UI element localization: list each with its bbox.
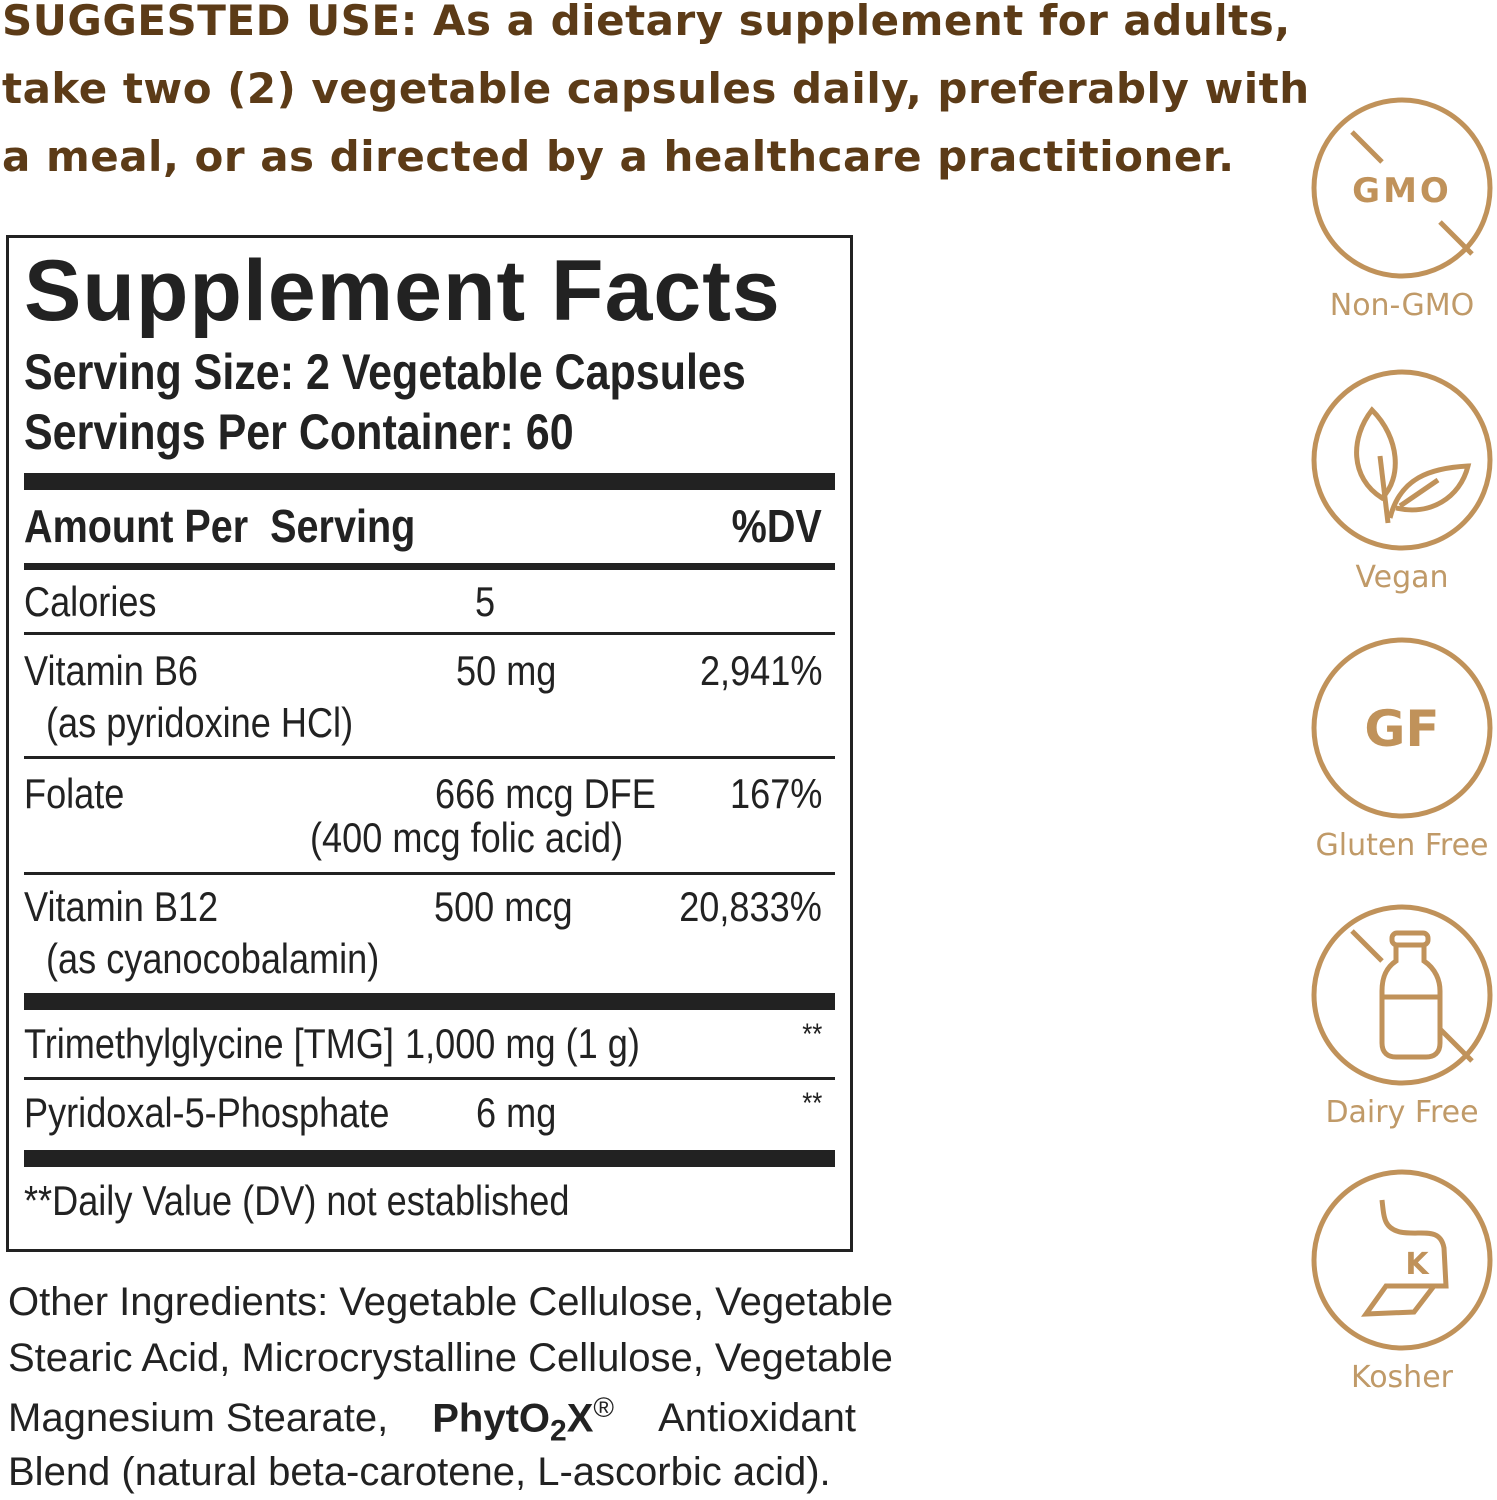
no-gmo-icon: GMO (1311, 97, 1493, 279)
nutrient-amount: 500 mcg (434, 883, 573, 930)
svg-text:GMO: GMO (1352, 171, 1452, 211)
facts-title: Supplement Facts (24, 243, 781, 339)
suggested-use-line: a meal, or as directed by a healthcare p… (2, 132, 1235, 181)
suggested-use-line: SUGGESTED USE: As a dietary supplement f… (2, 0, 1291, 45)
nutrient-dv: 2,941% (699, 647, 822, 694)
row-divider (24, 632, 835, 635)
other-ingredients-line: Blend (natural beta-carotene, L-ascorbic… (8, 1450, 831, 1494)
row-divider (24, 756, 835, 759)
nutrient-dv: ** (801, 1018, 822, 1051)
phytox-brand: PhytO2X® (432, 1392, 614, 1448)
svg-text:GF: GF (1364, 700, 1439, 758)
badge-vegan: Vegan (1309, 368, 1495, 595)
footnote: **Daily Value (DV) not established (24, 1177, 570, 1224)
servings-per-container: Servings Per Container: 60 (24, 404, 574, 460)
nutrient-name: Trimethylglycine [TMG] (24, 1020, 394, 1067)
badge-kosher: K Kosher (1309, 1168, 1495, 1395)
nutrient-amount: 50 mg (456, 647, 557, 694)
medium-divider (24, 563, 835, 570)
nutrient-name: Folate (24, 770, 125, 817)
badge-label: Non-GMO (1329, 288, 1475, 323)
nutrient-dv: ** (801, 1087, 822, 1120)
nutrient-amount-detail: (400 mcg folic acid) (310, 814, 624, 861)
svg-text:K: K (1405, 1247, 1430, 1282)
badge-label: Kosher (1351, 1360, 1453, 1395)
thick-divider (24, 473, 835, 490)
nutrient-dv: 167% (729, 770, 822, 817)
brand-subscript: 2 (550, 1414, 567, 1448)
no-milk-bottle-icon (1311, 904, 1493, 1086)
badge-non-gmo: GMO Non-GMO (1309, 96, 1495, 323)
badge-gluten-free: GF Gluten Free (1309, 636, 1495, 863)
other-ingredients-line: Other Ingredients: Vegetable Cellulose, … (8, 1280, 894, 1324)
registered-mark: ® (593, 1392, 615, 1423)
other-ingredients-line: Magnesium Stearate, PhytO2X® Antioxidant (8, 1392, 856, 1448)
nutrient-name: Vitamin B12 (24, 883, 219, 930)
ingredient-text: Magnesium Stearate, (8, 1396, 389, 1441)
supplement-facts-panel (6, 235, 853, 1252)
nutrient-source: (as cyanocobalamin) (46, 935, 380, 982)
nutrient-amount: 6 mg (476, 1089, 557, 1136)
nutrient-source: (as pyridoxine HCl) (46, 699, 354, 746)
badge-label: Gluten Free (1315, 828, 1489, 863)
brand-text: X (566, 1396, 594, 1441)
amount-per-serving-header: Amount Per Serving (24, 500, 416, 552)
nutrient-name: Pyridoxal-5-Phosphate (24, 1089, 390, 1136)
thick-divider (24, 993, 835, 1010)
leaf-icon (1311, 369, 1493, 551)
badge-label: Vegan (1355, 560, 1449, 595)
badge-label: Dairy Free (1325, 1095, 1479, 1130)
nutrient-name: Calories (24, 578, 157, 625)
serving-size: Serving Size: 2 Vegetable Capsules (24, 344, 746, 400)
nutrient-name: Vitamin B6 (24, 647, 199, 694)
gluten-free-icon: GF (1311, 637, 1493, 819)
row-divider (24, 872, 835, 875)
nutrient-amount: 1,000 mg (1 g) (405, 1020, 640, 1067)
suggested-use-line: take two (2) vegetable capsules daily, p… (2, 64, 1310, 113)
nutrient-dv: 20,833% (679, 883, 822, 930)
nutrient-amount: 666 mcg DFE (435, 770, 656, 817)
thick-divider (24, 1150, 835, 1167)
row-divider (24, 1077, 835, 1080)
badge-dairy-free: Dairy Free (1309, 903, 1495, 1130)
nutrient-amount: 5 (475, 578, 496, 625)
brand-text: PhytO (432, 1396, 551, 1441)
dv-header: %DV (731, 500, 822, 552)
ingredient-text: Antioxidant (658, 1396, 856, 1441)
other-ingredients-line: Stearic Acid, Microcrystalline Cellulose… (8, 1336, 893, 1380)
kosher-icon: K (1311, 1169, 1493, 1351)
